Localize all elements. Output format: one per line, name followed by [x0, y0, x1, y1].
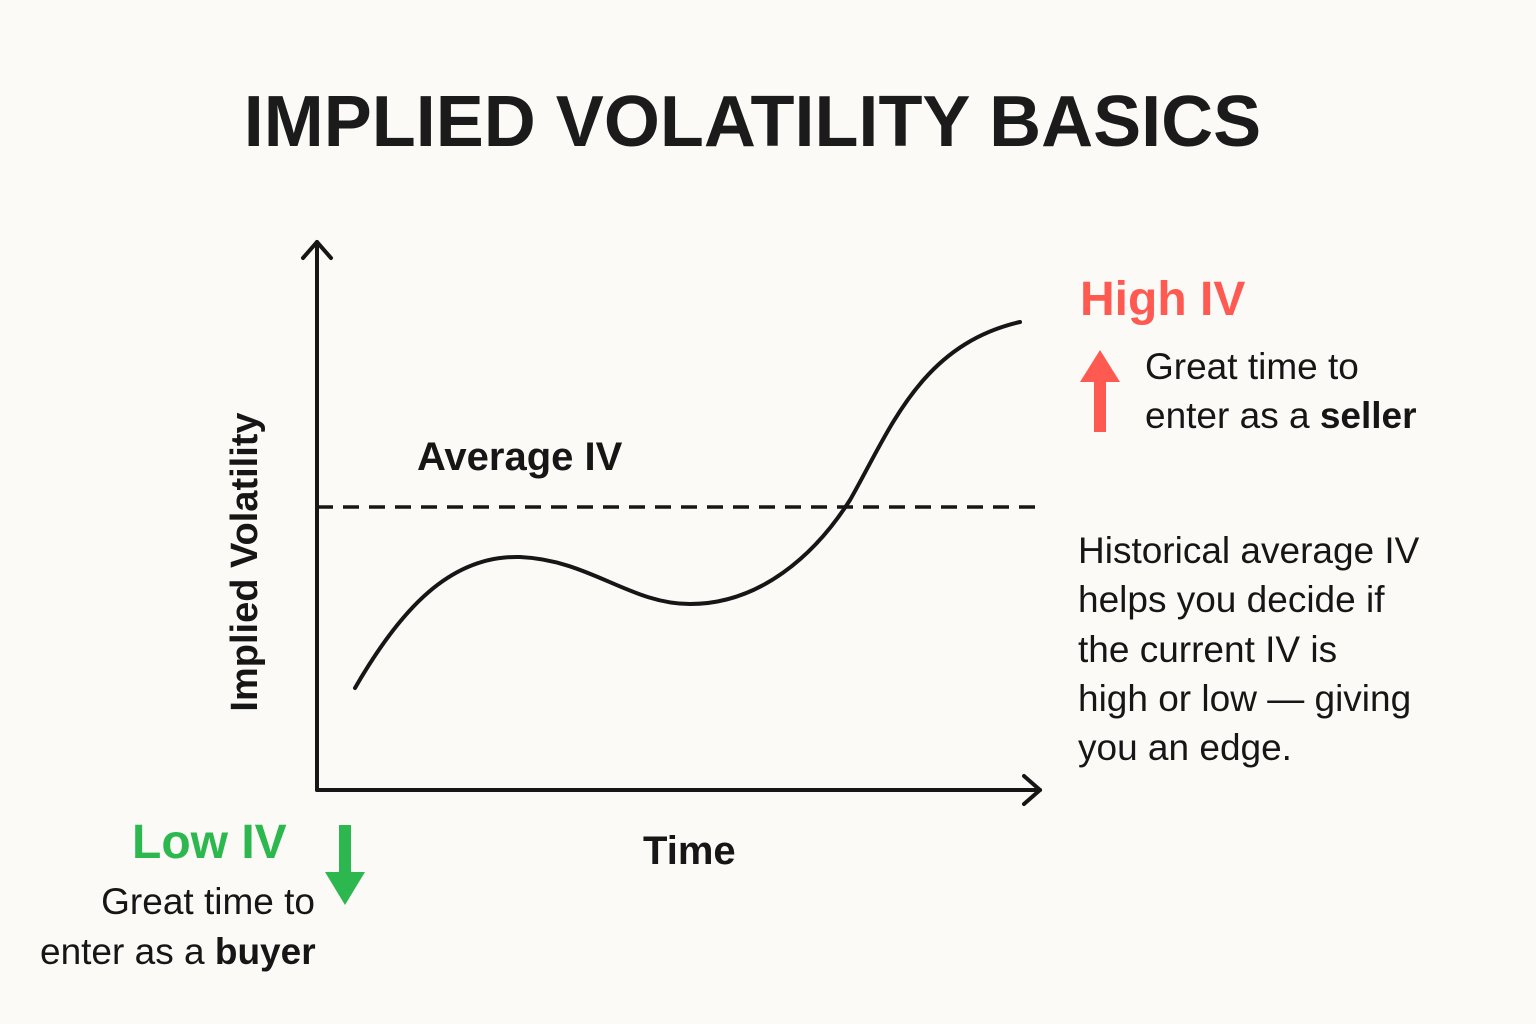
x-axis-label: Time	[643, 829, 736, 873]
note-line: the current IV is	[1078, 629, 1338, 670]
arrow-down-icon	[325, 825, 365, 905]
arrow-up-icon	[1080, 350, 1120, 432]
note-line: you an edge.	[1078, 727, 1292, 768]
high-iv-line2: enter as a seller	[1145, 397, 1417, 434]
low-iv-heading: Low IV	[132, 816, 287, 869]
low-iv-line1: Great time to	[101, 881, 315, 922]
note-line: Historical average IV	[1078, 530, 1420, 571]
note-line: high or low — giving	[1078, 678, 1412, 719]
low-iv-buyer: buyer	[214, 931, 316, 972]
note-line: helps you decide if	[1078, 579, 1385, 620]
iv-curve	[353, 320, 1022, 690]
average-iv-label: Average IV	[417, 435, 623, 479]
low-iv-line2: enter as a buyer	[40, 933, 316, 970]
high-iv-line1: Great time to	[1145, 346, 1359, 387]
high-iv-heading: High IV	[1080, 273, 1246, 326]
high-iv-line2-prefix: enter as a	[1145, 395, 1320, 436]
page-title: IMPLIED VOLATILITY BASICS	[243, 82, 1262, 162]
y-axis-arrowhead	[301, 240, 333, 260]
y-axis-label: Implied Volatility	[224, 412, 266, 712]
low-iv-line2-prefix: enter as a	[40, 931, 215, 972]
high-iv-seller: seller	[1319, 395, 1417, 436]
x-axis-arrowhead	[1022, 774, 1042, 806]
